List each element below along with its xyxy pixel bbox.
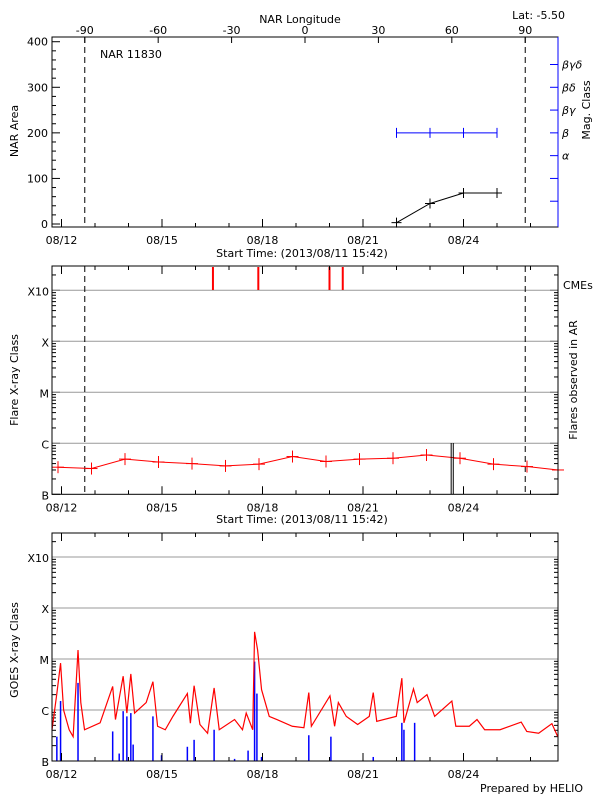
mag-class-label: βγδ: [561, 59, 583, 72]
mag-class-label: βγ: [561, 104, 576, 117]
x-tick-label: 08/21: [347, 768, 379, 781]
longitude-tick-label: -90: [76, 24, 94, 37]
y-tick-label: 300: [27, 81, 48, 94]
y-tick-label: B: [41, 756, 49, 769]
y-tick-label: C: [41, 438, 49, 451]
x-tick-label: 08/21: [347, 234, 379, 247]
footer-credit: Prepared by HELIO: [480, 782, 583, 795]
mag-class-label: α: [562, 150, 570, 163]
flare-class-line: [57, 454, 559, 471]
x-tick-label: 08/12: [46, 501, 78, 514]
longitude-tick-label: 90: [518, 24, 532, 37]
y-tick-label: M: [40, 654, 50, 667]
y-axis-title: GOES X-ray Class: [8, 602, 21, 698]
longitude-tick-label: 30: [371, 24, 385, 37]
ar-flares-axis-title: Flares observed in AR: [567, 320, 580, 440]
y-tick-label: X: [41, 603, 49, 616]
y-axis-title: NAR Area: [8, 105, 21, 157]
y-tick-label: X10: [27, 552, 49, 565]
x-tick-label: 08/18: [247, 501, 279, 514]
longitude-tick-label: 60: [445, 24, 459, 37]
y-tick-label: B: [41, 489, 49, 502]
x-tick-label: 08/15: [146, 234, 178, 247]
region-title: NAR 11830: [100, 48, 162, 61]
x-tick-label: 08/21: [347, 501, 379, 514]
x-tick-label: 08/24: [448, 768, 480, 781]
latitude-label: Lat: -5.50: [512, 9, 565, 22]
x-tick-label: 08/18: [247, 234, 279, 247]
mag-class-label: βδ: [561, 81, 576, 94]
mag-class-label: β: [561, 127, 569, 140]
x-axis-title: Start Time: (2013/08/11 15:42): [216, 247, 388, 260]
x-tick-label: 08/12: [46, 234, 78, 247]
x-tick-label: 08/15: [146, 501, 178, 514]
y-tick-label: M: [40, 387, 50, 400]
longitude-tick-label: -30: [223, 24, 241, 37]
y-tick-label: X: [41, 336, 49, 349]
longitude-tick-label: -60: [149, 24, 167, 37]
y-tick-label: 100: [27, 172, 48, 185]
cme-label: CMEs: [563, 279, 593, 292]
x-tick-label: 08/15: [146, 768, 178, 781]
mag-class-axis-title: Mag. Class: [580, 80, 593, 139]
x-tick-label: 08/24: [448, 234, 480, 247]
goes-long-line: [51, 631, 559, 739]
y-tick-label: 200: [27, 127, 48, 140]
x-tick-label: 08/18: [247, 768, 279, 781]
goes-panel-frame: [51, 532, 559, 762]
longitude-tick-label: 0: [302, 24, 309, 37]
area-panel-frame: [51, 36, 559, 228]
top-axis-title: NAR Longitude: [259, 13, 341, 26]
x-axis-title: Start Time: (2013/08/11 15:42): [216, 513, 388, 526]
flare-panel-frame: [51, 265, 559, 495]
x-tick-label: 08/24: [448, 501, 480, 514]
area-line: [396, 192, 497, 224]
y-tick-label: 400: [27, 36, 48, 49]
y-tick-label: X10: [27, 285, 49, 298]
y-axis-title: Flare X-ray Class: [8, 334, 21, 426]
x-tick-label: 08/12: [46, 768, 78, 781]
y-tick-label: 0: [41, 218, 48, 231]
y-tick-label: C: [41, 705, 49, 718]
